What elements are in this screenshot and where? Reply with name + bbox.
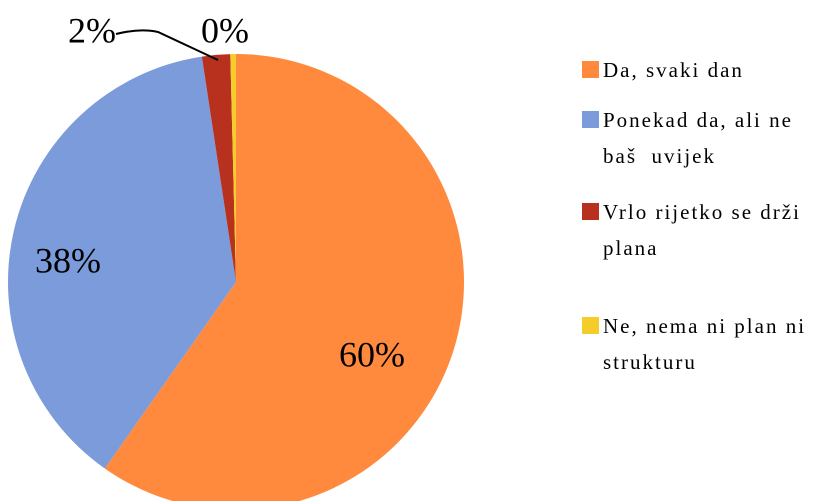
legend-swatch	[582, 111, 599, 128]
legend-item: Ne, nema ni plan ni strukturu	[582, 308, 813, 380]
legend-swatch	[582, 203, 599, 220]
legend-label: Ponekad da, ali ne baš uvijek	[603, 108, 801, 168]
legend-swatch	[582, 61, 599, 78]
pie-slice	[201, 54, 236, 282]
legend-label: Da, svaki dan	[603, 58, 744, 82]
data-label: 38%	[35, 240, 101, 280]
pie-slice	[7, 56, 236, 469]
legend-item: Ponekad da, ali ne baš uvijek	[582, 102, 813, 174]
data-label: 2%	[68, 10, 116, 50]
legend-item: Vrlo rijetko se drži plana	[582, 194, 813, 266]
pie-slice	[230, 54, 236, 282]
data-label: 0%	[201, 10, 249, 50]
leader-line	[115, 29, 219, 61]
legend-item: Da, svaki dan	[582, 52, 813, 88]
legend-label: Vrlo rijetko se drži plana	[603, 200, 809, 260]
data-label: 60%	[339, 334, 405, 374]
legend-swatch	[582, 317, 599, 334]
legend-label: Ne, nema ni plan ni strukturu	[603, 314, 814, 374]
pie-slice	[104, 54, 464, 501]
